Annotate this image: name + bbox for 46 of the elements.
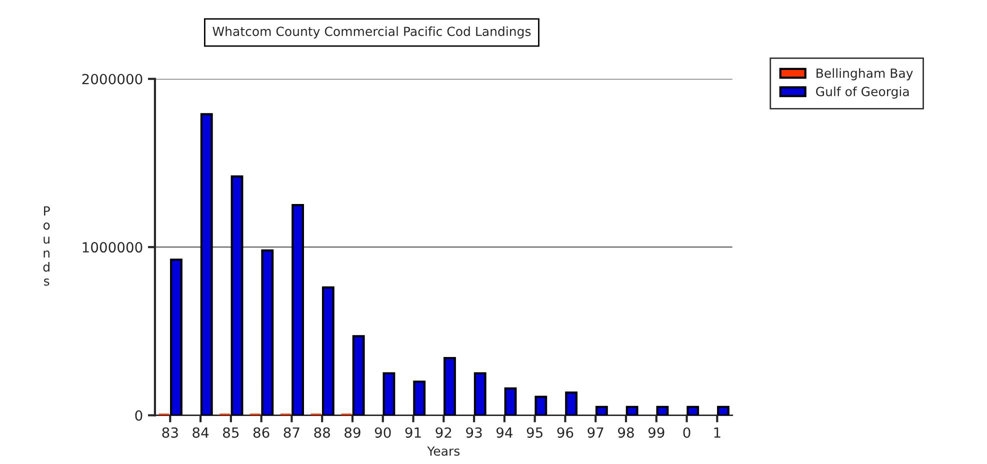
bar bbox=[656, 406, 669, 416]
x-tick-label: 99 bbox=[648, 427, 664, 438]
x-tick-label: 85 bbox=[223, 427, 239, 438]
chart-title: Whatcom County Commercial Pacific Cod Landings bbox=[212, 26, 531, 39]
x-tick-label: 1 bbox=[714, 428, 720, 438]
x-tick-label: 98 bbox=[618, 427, 634, 438]
bar bbox=[261, 249, 274, 416]
bar bbox=[382, 372, 396, 416]
y-tick-label: 0 bbox=[135, 410, 142, 421]
x-tick-label: 88 bbox=[314, 427, 330, 438]
x-tick-label: 83 bbox=[162, 427, 178, 438]
x-tick-label: 92 bbox=[436, 427, 452, 438]
y-tick-label: 1000000 bbox=[82, 242, 142, 253]
bar bbox=[504, 387, 517, 416]
legend-label: Gulf of Georgia bbox=[816, 86, 909, 99]
bar bbox=[230, 175, 244, 416]
x-tick-label: 93 bbox=[466, 427, 482, 438]
bar bbox=[717, 406, 730, 416]
bar bbox=[534, 396, 548, 416]
bar bbox=[686, 406, 700, 416]
legend-label: Bellingham Bay bbox=[816, 68, 913, 80]
x-tick-label: 0 bbox=[683, 427, 690, 438]
bar bbox=[352, 335, 365, 416]
bar bbox=[444, 357, 456, 416]
x-tick-label: 96 bbox=[557, 427, 574, 438]
x-tick-label: 90 bbox=[374, 427, 391, 438]
bar bbox=[413, 380, 426, 416]
y-axis-title: Pounds bbox=[43, 206, 50, 286]
bar bbox=[200, 113, 213, 416]
bar bbox=[474, 372, 486, 416]
bar bbox=[595, 406, 608, 416]
x-tick-label: 94 bbox=[496, 427, 512, 438]
x-tick-label: 97 bbox=[588, 427, 604, 438]
bar bbox=[322, 286, 334, 416]
bar bbox=[565, 392, 578, 416]
x-axis-title: Years bbox=[427, 446, 460, 456]
x-tick-label: 89 bbox=[344, 427, 360, 438]
bar bbox=[170, 258, 182, 416]
y-tick-label: 2000000 bbox=[82, 74, 142, 84]
x-tick-label: 95 bbox=[526, 427, 542, 438]
x-tick-label: 86 bbox=[253, 427, 270, 438]
bar bbox=[292, 204, 304, 416]
x-tick-label: 91 bbox=[405, 427, 421, 438]
x-tick-label: 87 bbox=[284, 427, 300, 438]
bar bbox=[626, 406, 638, 416]
x-tick-label: 84 bbox=[192, 427, 209, 438]
